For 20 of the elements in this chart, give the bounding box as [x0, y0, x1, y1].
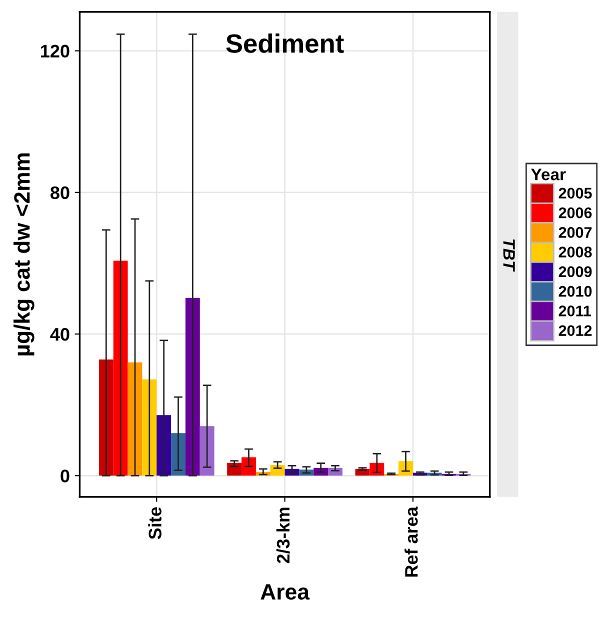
legend-title: Year — [531, 168, 566, 180]
text: TBT — [503, 239, 515, 272]
legend-label: 2009 — [558, 266, 592, 278]
y-tick-label: 0 — [60, 470, 70, 482]
x-tick-label: 2/3-km — [276, 508, 290, 564]
legend-label: 2005 — [558, 188, 592, 199]
y-tick-label: 40 — [50, 328, 70, 341]
legend-label: 2010 — [558, 286, 592, 297]
x-tick-label: Ref area — [404, 506, 418, 577]
legend-label: 2011 — [558, 306, 591, 316]
x-tick-label: Site — [148, 507, 162, 540]
legend-label: 2006 — [558, 207, 592, 218]
legend-label: 2012 — [558, 325, 592, 336]
text: Sediment — [226, 34, 344, 53]
legend-label: 2008 — [558, 246, 592, 258]
y-tick-label: 120 — [41, 44, 70, 58]
y-tick-label: 80 — [50, 186, 70, 200]
x-axis-title: Area — [260, 584, 310, 600]
y-axis-title: µg/kg cat dw <2mm — [14, 153, 34, 356]
legend-label: 2007 — [558, 227, 592, 238]
